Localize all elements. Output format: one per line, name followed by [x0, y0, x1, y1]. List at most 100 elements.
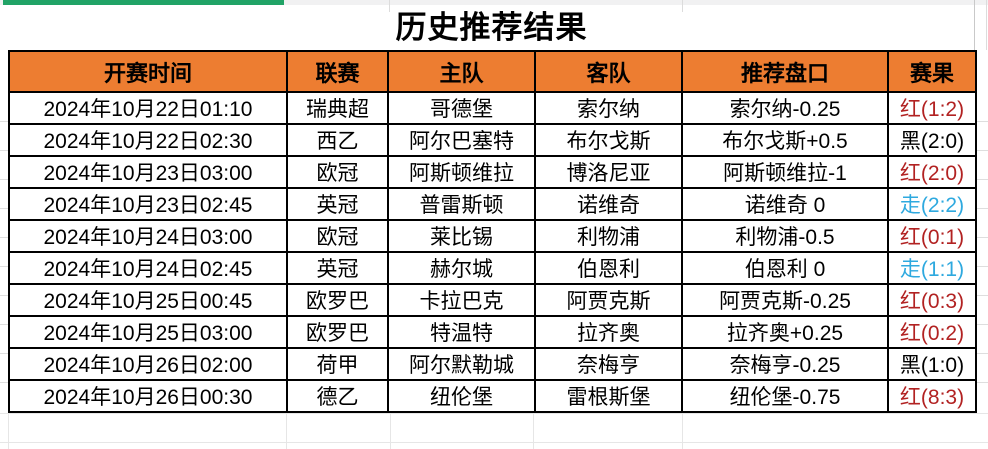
cell-handicap[interactable]: 奈梅亨-0.25: [681, 347, 889, 381]
result-text: 红(2:0): [899, 162, 965, 185]
result-text: 黑(1:0): [899, 354, 965, 377]
gridline: [389, 0, 390, 12]
cell-league[interactable]: 瑞典超: [286, 91, 389, 125]
cell-home[interactable]: 纽伦堡: [387, 379, 536, 413]
cell-result[interactable]: 黑(2:0): [887, 123, 977, 157]
table-row: 2024年10月26日02:00 荷甲 阿尔默勒城 奈梅亨 奈梅亨-0.25 黑…: [8, 347, 977, 381]
cell-handicap[interactable]: 布尔戈斯+0.5: [681, 123, 889, 157]
cell-away[interactable]: 拉齐奥: [534, 315, 683, 349]
cell-result[interactable]: 走(2:2): [887, 187, 977, 221]
result-text: 红(0:3): [899, 290, 965, 313]
cell-home[interactable]: 阿尔巴塞特: [387, 123, 536, 157]
col-header-result[interactable]: 赛果: [887, 50, 977, 93]
cell-result[interactable]: 红(0:2): [887, 315, 977, 349]
cell-handicap[interactable]: 阿贾克斯-0.25: [681, 283, 889, 317]
cell-time[interactable]: 2024年10月24日03:00: [8, 219, 288, 253]
cell-away[interactable]: 奈梅亨: [534, 347, 683, 381]
cell-time[interactable]: 2024年10月23日03:00: [8, 155, 288, 189]
table-row: 2024年10月24日02:45 英冠 赫尔城 伯恩利 伯恩利 0 走(1:1): [8, 251, 977, 285]
cell-handicap[interactable]: 阿斯顿维拉-1: [681, 155, 889, 189]
cell-home[interactable]: 阿斯顿维拉: [387, 155, 536, 189]
cell-away[interactable]: 阿贾克斯: [534, 283, 683, 317]
result-text: 红(0:1): [899, 226, 965, 249]
results-table: 开赛时间 联赛 主队 客队 推荐盘口 赛果 2024年10月22日01:10 瑞…: [8, 50, 977, 413]
cell-result[interactable]: 红(8:3): [887, 379, 977, 413]
cell-away[interactable]: 伯恩利: [534, 251, 683, 285]
cell-time[interactable]: 2024年10月26日02:00: [8, 347, 288, 381]
cell-result[interactable]: 走(1:1): [887, 251, 977, 285]
result-text: 走(1:1): [899, 258, 965, 281]
col-header-away-team[interactable]: 客队: [534, 50, 683, 93]
cell-result[interactable]: 红(2:0): [887, 155, 977, 189]
cell-handicap[interactable]: 伯恩利 0: [681, 251, 889, 285]
table-row: 2024年10月23日03:00 欧冠 阿斯顿维拉 博洛尼亚 阿斯顿维拉-1 红…: [8, 155, 977, 189]
cell-league[interactable]: 欧冠: [286, 219, 389, 253]
cell-result[interactable]: 红(0:1): [887, 219, 977, 253]
cell-home[interactable]: 卡拉巴克: [387, 283, 536, 317]
result-text: 红(8:3): [899, 386, 965, 409]
table-row: 2024年10月26日00:30 德乙 纽伦堡 雷根斯堡 纽伦堡-0.75 红(…: [8, 379, 977, 413]
cell-time[interactable]: 2024年10月23日02:45: [8, 187, 288, 221]
cell-handicap[interactable]: 利物浦-0.5: [681, 219, 889, 253]
cell-league[interactable]: 荷甲: [286, 347, 389, 381]
cell-handicap[interactable]: 纽伦堡-0.75: [681, 379, 889, 413]
result-text: 红(1:2): [899, 98, 965, 121]
cell-league[interactable]: 欧罗巴: [286, 315, 389, 349]
cell-league[interactable]: 英冠: [286, 251, 389, 285]
table-row: 2024年10月25日00:45 欧罗巴 卡拉巴克 阿贾克斯 阿贾克斯-0.25…: [8, 283, 977, 317]
table-row: 2024年10月23日02:45 英冠 普雷斯顿 诺维奇 诺维奇 0 走(2:2…: [8, 187, 977, 221]
cell-home[interactable]: 哥德堡: [387, 91, 536, 125]
col-header-recommended-handicap[interactable]: 推荐盘口: [681, 50, 889, 93]
cell-away[interactable]: 布尔戈斯: [534, 123, 683, 157]
cell-result[interactable]: 红(0:3): [887, 283, 977, 317]
cell-result[interactable]: 黑(1:0): [887, 347, 977, 381]
cell-handicap[interactable]: 索尔纳-0.25: [681, 91, 889, 125]
gridline: [286, 385, 287, 449]
header-row: 开赛时间 联赛 主队 客队 推荐盘口 赛果: [8, 50, 977, 93]
sheet-gridlines-left: [0, 93, 8, 383]
cell-result[interactable]: 红(1:2): [887, 91, 977, 125]
cell-time[interactable]: 2024年10月25日00:45: [8, 283, 288, 317]
cell-league[interactable]: 欧冠: [286, 155, 389, 189]
page-title: 历史推荐结果: [395, 10, 588, 45]
cell-away[interactable]: 利物浦: [534, 219, 683, 253]
cell-home[interactable]: 莱比锡: [387, 219, 536, 253]
table-row: 2024年10月25日03:00 欧罗巴 特温特 拉齐奥 拉齐奥+0.25 红(…: [8, 315, 977, 349]
cell-league[interactable]: 英冠: [286, 187, 389, 221]
cell-home[interactable]: 赫尔城: [387, 251, 536, 285]
cell-time[interactable]: 2024年10月22日01:10: [8, 91, 288, 125]
cell-away[interactable]: 博洛尼亚: [534, 155, 683, 189]
cell-handicap[interactable]: 拉齐奥+0.25: [681, 315, 889, 349]
cell-league[interactable]: 欧罗巴: [286, 283, 389, 317]
gridline: [986, 0, 987, 50]
sheet-gridlines-right: [977, 93, 988, 383]
cell-handicap[interactable]: 诺维奇 0: [681, 187, 889, 221]
gridline: [8, 385, 9, 449]
cell-league[interactable]: 德乙: [286, 379, 389, 413]
cell-time[interactable]: 2024年10月22日02:30: [8, 123, 288, 157]
table-row: 2024年10月22日01:10 瑞典超 哥德堡 索尔纳 索尔纳-0.25 红(…: [8, 91, 977, 125]
cell-league[interactable]: 西乙: [286, 123, 389, 157]
cell-away[interactable]: 雷根斯堡: [534, 379, 683, 413]
col-header-kickoff-time[interactable]: 开赛时间: [8, 50, 288, 93]
result-text: 黑(2:0): [899, 130, 965, 153]
gridline: [974, 0, 975, 50]
cell-time[interactable]: 2024年10月25日03:00: [8, 315, 288, 349]
gridline: [390, 385, 391, 449]
cell-away[interactable]: 诺维奇: [534, 187, 683, 221]
cell-home[interactable]: 特温特: [387, 315, 536, 349]
green-progress-bar: [3, 0, 284, 5]
col-header-home-team[interactable]: 主队: [387, 50, 536, 93]
table-row: 2024年10月22日02:30 西乙 阿尔巴塞特 布尔戈斯 布尔戈斯+0.5 …: [8, 123, 977, 157]
gridline: [682, 385, 683, 449]
table-row: 2024年10月24日03:00 欧冠 莱比锡 利物浦 利物浦-0.5 红(0:…: [8, 219, 977, 253]
cell-time[interactable]: 2024年10月24日02:45: [8, 251, 288, 285]
top-toolbar-strip: [0, 0, 988, 5]
cell-home[interactable]: 普雷斯顿: [387, 187, 536, 221]
gridline: [533, 385, 534, 449]
result-text: 红(0:2): [899, 322, 965, 345]
cell-away[interactable]: 索尔纳: [534, 91, 683, 125]
col-header-league[interactable]: 联赛: [286, 50, 389, 93]
cell-home[interactable]: 阿尔默勒城: [387, 347, 536, 381]
cell-time[interactable]: 2024年10月26日00:30: [8, 379, 288, 413]
